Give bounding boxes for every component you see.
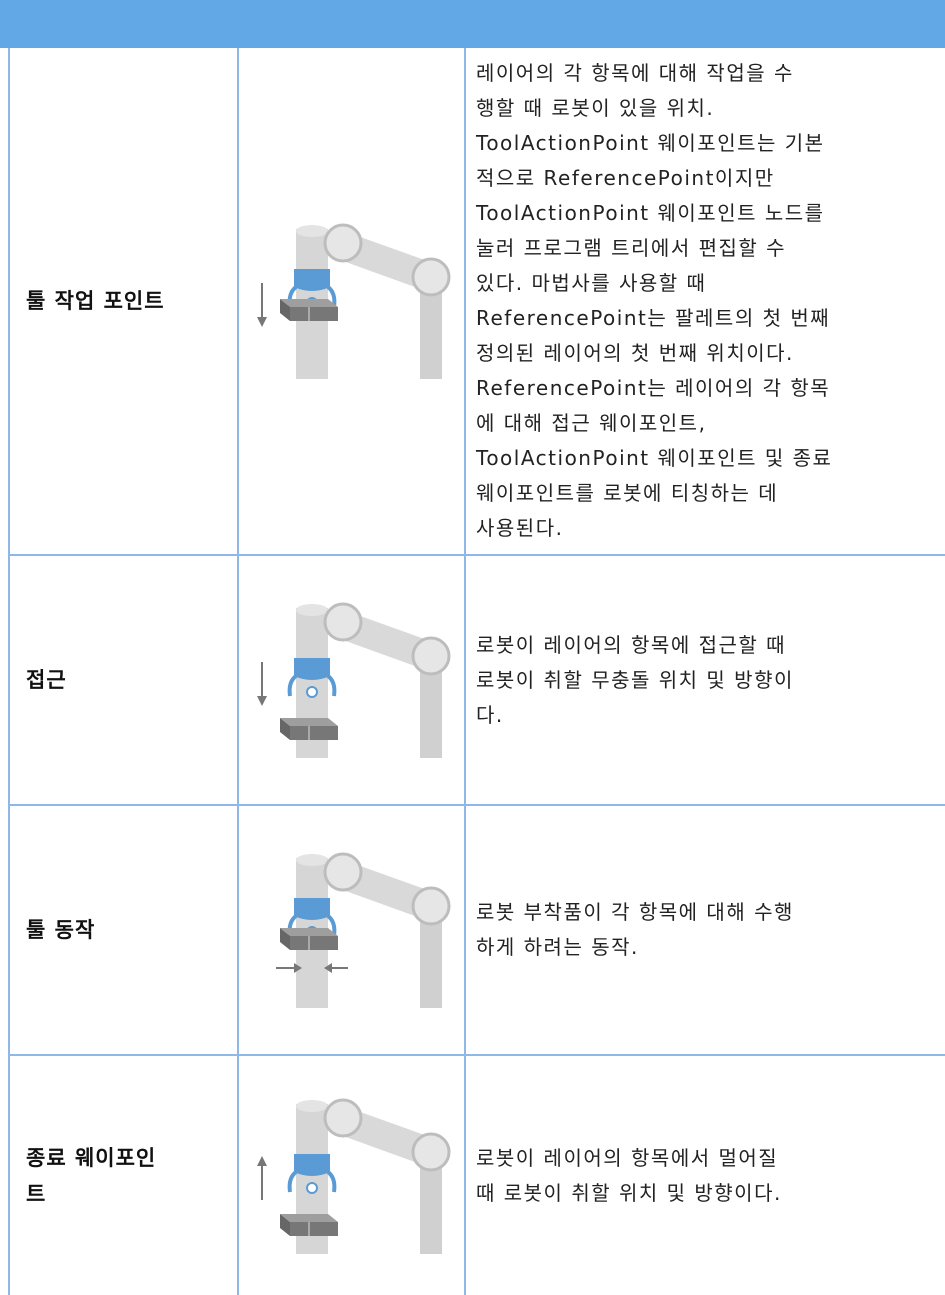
border: [464, 48, 466, 1295]
description-text: 적으로 ReferencePoint이지만: [476, 166, 775, 190]
description-text: 있다. 마법사를 사용할 때: [476, 271, 707, 295]
description-text: ToolActionPoint 웨이포인트 노드를: [476, 201, 825, 225]
description-text: 에 대해 접근 웨이포인트,: [476, 411, 707, 435]
term-text: 종료 웨이포인: [26, 1145, 157, 1170]
description-text: 사용된다.: [476, 516, 564, 540]
description-text: 로봇이 레이어의 항목에서 멀어질: [476, 1145, 779, 1170]
illustration: [257, 223, 451, 381]
term-text: 접근: [26, 668, 67, 692]
description-text: ToolActionPoint 웨이포인트 및 종료: [476, 446, 833, 470]
description-text: 하게 하려는 동작.: [476, 935, 639, 959]
table-header: [0, 0, 945, 48]
description-text: 때 로봇이 취할 위치 및 방향이다.: [476, 1180, 782, 1205]
term-text: 트: [26, 1181, 47, 1206]
illustration: [257, 1098, 451, 1255]
description-text: 다.: [476, 702, 504, 727]
border: [8, 48, 10, 1295]
border: [8, 1054, 945, 1056]
illustration: [276, 852, 451, 1010]
term-text: 툴 동작: [26, 918, 96, 942]
description-text: 로봇이 취할 무충돌 위치 및 방향이: [476, 667, 794, 692]
description-text: ToolActionPoint 웨이포인트는 기본: [476, 131, 825, 155]
description-text: 행할 때 로봇이 있을 위치.: [476, 96, 715, 120]
description-text: 레이어의 각 항목에 대해 작업을 수: [476, 61, 794, 85]
description-text: 웨이포인트를 로봇에 티칭하는 데: [476, 481, 779, 505]
description-text: 로봇 부착품이 각 항목에 대해 수행: [476, 900, 794, 924]
term-cell: 툴 동작: [26, 912, 231, 948]
description-text: 정의된 레이어의 첫 번째 위치이다.: [476, 341, 794, 365]
description-text: ReferencePoint는 레이어의 각 항목: [476, 376, 831, 400]
term-text: 툴 작업 포인트: [26, 289, 165, 313]
border: [8, 804, 945, 806]
description-text: 로봇이 레이어의 항목에 접근할 때: [476, 632, 787, 657]
term-cell: 접근: [26, 662, 231, 698]
illustration: [257, 602, 451, 760]
description-text: 눌러 프로그램 트리에서 편집할 수: [476, 236, 787, 260]
description-text: ReferencePoint는 팔레트의 첫 번째: [476, 306, 831, 330]
border: [237, 48, 239, 1295]
term-cell: 툴 작업 포인트: [26, 283, 231, 319]
border: [8, 554, 945, 556]
